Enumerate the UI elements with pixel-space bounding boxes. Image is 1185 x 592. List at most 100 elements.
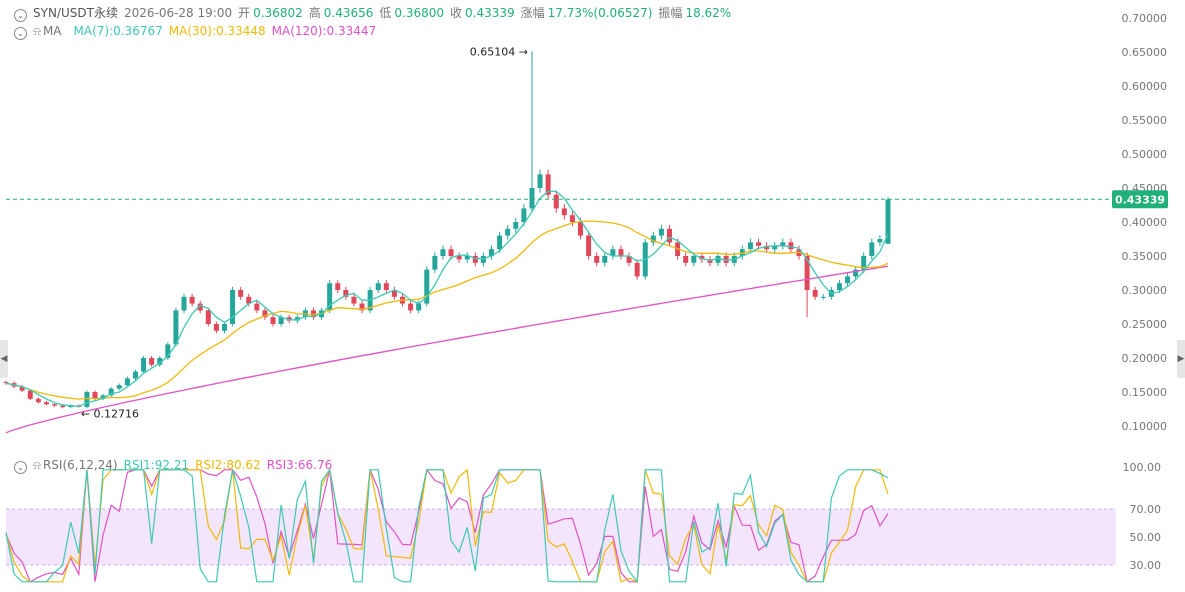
scroll-right-button[interactable]: ▶	[1177, 340, 1185, 378]
candle-body	[52, 404, 58, 406]
candle-body	[440, 249, 446, 256]
collapse-chevron-icon[interactable]: ⌄	[14, 461, 27, 474]
candle-body	[27, 390, 33, 399]
candle-body	[92, 392, 98, 399]
high-label: 高	[308, 6, 321, 20]
price-axis-label: 0.30000	[1122, 284, 1168, 297]
high-value: 0.43656	[323, 6, 374, 20]
candle-body	[845, 276, 851, 284]
candle-body	[254, 303, 260, 311]
ma120-legend: MA(120):0.33447	[271, 24, 377, 38]
candle-body	[529, 188, 535, 209]
candle-body	[230, 290, 236, 324]
close-value: 0.43339	[465, 6, 515, 20]
candle-body	[19, 386, 25, 391]
price-axis-label: 0.65000	[1122, 46, 1168, 59]
candle-body	[408, 303, 414, 311]
collapse-chevron-icon[interactable]: ⌄	[14, 27, 27, 40]
rsi-axis-label: 100.00	[1123, 461, 1162, 474]
candle-body	[594, 256, 600, 263]
ma30-legend: MA(30):0.33448	[168, 24, 266, 38]
candle-body	[545, 174, 551, 195]
candle-body	[618, 249, 624, 256]
candle-body	[294, 317, 300, 321]
candle-body	[424, 269, 430, 304]
bell-icon[interactable]: ⍾	[33, 24, 41, 38]
candle-body	[238, 290, 244, 297]
candle-body	[764, 245, 770, 250]
candle-body	[553, 194, 559, 209]
candle-body	[836, 283, 842, 290]
candle-body	[853, 269, 859, 277]
price-axis-label: 0.55000	[1122, 114, 1168, 127]
candle-body	[569, 215, 575, 222]
candle-body	[505, 228, 511, 236]
candle-body	[108, 388, 114, 396]
candle-body	[586, 235, 592, 256]
candle-body	[100, 395, 106, 399]
candle-body	[84, 392, 90, 407]
amplitude-label: 振幅	[658, 6, 683, 20]
rsi3-line	[5, 468, 889, 583]
candle-body	[3, 382, 9, 384]
candle-time: 2026-06-28 19:00	[123, 6, 233, 20]
candle-body	[60, 405, 66, 407]
collapse-chevron-icon[interactable]: ⌄	[14, 9, 27, 22]
candle-body	[157, 358, 163, 365]
price-axis-label: 0.25000	[1122, 318, 1168, 331]
candle-body	[221, 324, 227, 331]
candle-body	[173, 310, 179, 345]
candle-body	[416, 303, 422, 311]
candle-body	[537, 174, 543, 188]
rsi1-line	[5, 468, 889, 584]
candle-body	[116, 385, 122, 389]
candle-body	[723, 256, 729, 263]
candle-body	[489, 249, 495, 256]
candle-body	[804, 256, 810, 290]
rsi-title: RSI(6,12,24)	[42, 458, 118, 472]
candle-body	[213, 324, 219, 331]
candle-body	[691, 256, 697, 263]
rsi-legend: ⌄ ⍾ RSI(6,12,24) RSI1:92.21 RSI2:80.62 RSI3:6…	[14, 457, 338, 474]
candle-body	[634, 262, 640, 277]
candle-body	[310, 310, 316, 318]
low-marker-label: ← 0.12716	[81, 408, 139, 421]
candle-body	[756, 242, 762, 246]
candle-body	[262, 310, 268, 318]
candle-body	[561, 208, 567, 216]
candle-body	[448, 249, 454, 256]
scroll-left-button[interactable]: ◀	[0, 340, 8, 378]
candle-body	[780, 242, 786, 246]
candle-body	[43, 402, 49, 405]
rsi-axis-label: 30.00	[1130, 559, 1162, 572]
close-label: 收	[450, 6, 463, 20]
candle-body	[885, 199, 891, 244]
candle-body	[650, 235, 656, 243]
candle-body	[715, 256, 721, 263]
open-label: 开	[238, 6, 251, 20]
candle-body	[699, 256, 705, 260]
price-axis-label: 0.40000	[1122, 216, 1168, 229]
candle-body	[391, 290, 397, 297]
change-label: 涨幅	[520, 6, 545, 20]
candle-body	[480, 256, 486, 263]
candle-body	[464, 256, 470, 260]
bell-icon[interactable]: ⍾	[33, 458, 41, 472]
price-axis-label: 0.70000	[1122, 12, 1168, 25]
candle-body	[124, 378, 130, 386]
ma30-line	[5, 220, 889, 400]
candle-body	[877, 239, 883, 243]
candle-body	[181, 296, 187, 311]
low-label: 低	[379, 6, 392, 20]
rsi2-legend: RSI2:80.62	[195, 458, 261, 472]
symbol-label: SYN/USDT永续	[33, 6, 118, 20]
candle-body	[246, 296, 252, 304]
candle-body	[278, 317, 284, 324]
candle-body	[861, 256, 867, 270]
amplitude-value: 18.62%	[685, 6, 732, 20]
rsi-axis-label: 50.00	[1130, 531, 1162, 544]
candle-body	[626, 256, 632, 263]
candle-body	[359, 303, 365, 311]
